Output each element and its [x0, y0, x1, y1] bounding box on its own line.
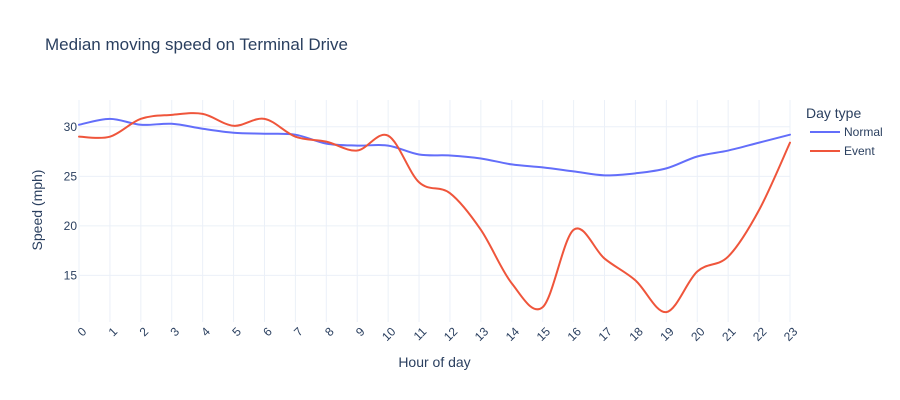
chart-title: Median moving speed on Terminal Drive — [45, 35, 348, 54]
y-tick-labels: 15 20 25 30 — [64, 120, 78, 283]
y-gridlines — [79, 126, 790, 276]
legend-label-event: Event — [844, 144, 875, 158]
series-layer — [78, 112, 791, 314]
legend-title: Day type — [806, 105, 861, 121]
y-tick-label: 30 — [64, 120, 78, 134]
y-tick-label: 20 — [64, 219, 78, 233]
y-tick-label: 15 — [64, 268, 78, 282]
legend-items: Normal Event — [810, 125, 883, 158]
legend: Day type Normal Event — [806, 105, 883, 158]
series-line-normal — [78, 117, 791, 177]
series-line-event — [78, 112, 791, 314]
x-gridlines — [78, 100, 791, 322]
x-axis-title: Hour of day — [398, 354, 470, 370]
y-tick-label: 25 — [64, 169, 78, 183]
y-axis-title: Speed (mph) — [29, 170, 45, 251]
legend-label-normal: Normal — [844, 125, 883, 139]
